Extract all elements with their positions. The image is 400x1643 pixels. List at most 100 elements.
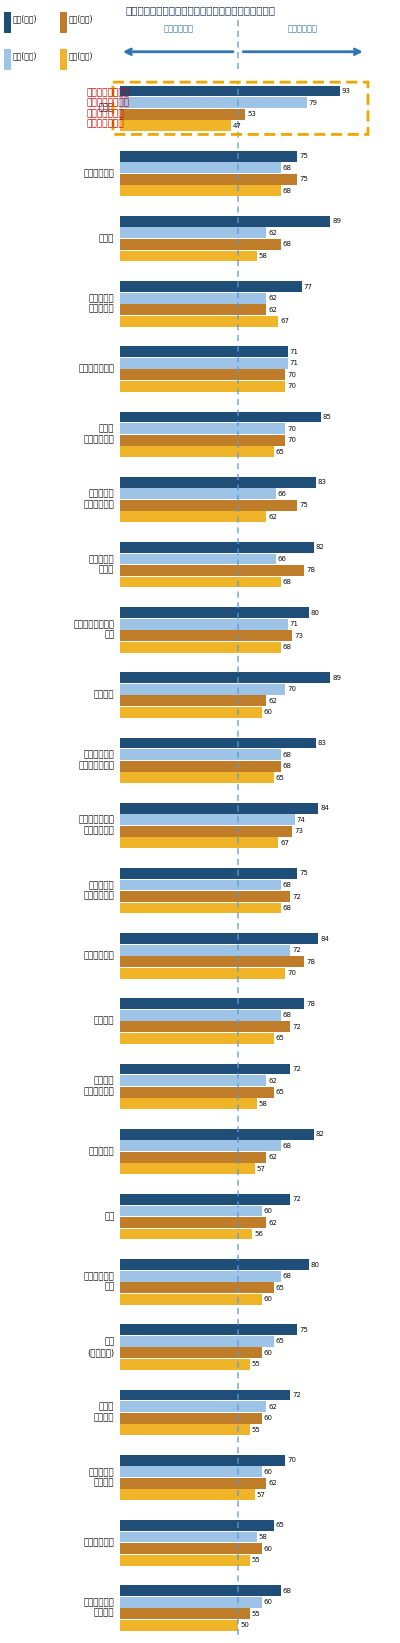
Bar (120, 1140, 281, 1152)
Text: 68: 68 (282, 1273, 292, 1280)
Bar (120, 476, 316, 488)
Text: 72: 72 (292, 1196, 301, 1203)
Bar (120, 1324, 297, 1336)
Bar (120, 772, 274, 784)
Text: 65: 65 (276, 1089, 284, 1096)
Bar (120, 956, 304, 968)
Text: 60: 60 (264, 1599, 273, 1605)
Text: 65: 65 (276, 449, 284, 455)
Bar (120, 1098, 257, 1109)
Bar (120, 347, 288, 357)
Bar (120, 1217, 266, 1227)
Bar (120, 1270, 281, 1282)
Text: 58: 58 (259, 253, 268, 260)
Text: 75: 75 (299, 503, 308, 508)
Bar (120, 358, 288, 368)
Text: 68: 68 (282, 578, 292, 585)
Text: 62: 62 (268, 1403, 277, 1410)
Text: 62: 62 (268, 514, 277, 519)
Bar (120, 1401, 266, 1411)
Text: 68: 68 (282, 1587, 292, 1594)
Text: 67: 67 (280, 319, 289, 324)
Text: 60: 60 (264, 1469, 273, 1475)
Bar (120, 1075, 266, 1086)
Text: 62: 62 (268, 1480, 277, 1487)
Text: 72: 72 (292, 1392, 301, 1398)
Bar (120, 838, 278, 848)
Text: 70: 70 (287, 371, 296, 378)
Text: 66: 66 (278, 555, 287, 562)
Text: 68: 68 (282, 1144, 292, 1148)
Bar (120, 672, 330, 683)
Bar (120, 1293, 262, 1305)
Text: 65: 65 (276, 1035, 284, 1042)
Bar (60, 49, 67, 71)
Text: 89: 89 (332, 219, 341, 225)
Bar (120, 577, 281, 588)
Bar (120, 1466, 262, 1477)
Bar (120, 120, 231, 131)
Text: 70: 70 (287, 687, 296, 692)
Bar (120, 227, 266, 238)
Bar (120, 292, 266, 304)
Text: 62: 62 (268, 230, 277, 237)
Bar (120, 315, 278, 327)
Bar (120, 738, 316, 749)
Text: 70: 70 (287, 1457, 296, 1464)
Text: 78: 78 (306, 1001, 315, 1007)
Text: 53: 53 (247, 112, 256, 117)
Text: 60: 60 (264, 1296, 273, 1303)
Bar (120, 435, 285, 445)
Text: 57: 57 (256, 1167, 265, 1171)
Text: 75: 75 (299, 871, 308, 876)
Text: 58: 58 (259, 1101, 268, 1107)
Bar (120, 1229, 252, 1239)
Text: 日米でともに「日
本のほうが品質が
高く、価格は安
い」との認識！: 日米でともに「日 本のほうが品質が 高く、価格は安 い」との認識！ (87, 89, 130, 128)
Text: 62: 62 (268, 1078, 277, 1084)
Bar (120, 706, 262, 718)
Text: 60: 60 (264, 1208, 273, 1214)
Bar (120, 1063, 290, 1075)
Text: 70: 70 (287, 426, 296, 432)
Bar (120, 1259, 309, 1270)
Bar (120, 1479, 266, 1489)
Text: 70: 70 (287, 383, 296, 389)
Bar (120, 826, 292, 836)
Bar (120, 945, 290, 956)
Bar (120, 1608, 250, 1618)
Text: 75: 75 (299, 176, 308, 182)
Text: 79: 79 (308, 100, 318, 105)
Text: 93: 93 (342, 89, 350, 94)
Text: 82: 82 (316, 1132, 324, 1137)
Text: 62: 62 (268, 296, 277, 301)
Text: 日本(価格): 日本(価格) (13, 51, 38, 61)
Bar (4, 49, 11, 71)
Bar (120, 85, 340, 97)
Bar (120, 1282, 274, 1293)
Bar (120, 554, 276, 565)
Bar (120, 999, 304, 1009)
Bar (60, 12, 67, 33)
Text: 66: 66 (278, 491, 287, 496)
Text: 72: 72 (292, 894, 301, 899)
Bar (120, 1454, 285, 1466)
Bar (120, 619, 288, 629)
Text: 73: 73 (294, 828, 303, 835)
Text: 56: 56 (254, 1231, 263, 1237)
Bar (120, 868, 297, 879)
Bar (120, 1359, 250, 1370)
Bar (120, 238, 281, 250)
Bar (120, 1129, 314, 1140)
Bar (120, 186, 281, 196)
Bar (120, 1413, 262, 1423)
Text: 75: 75 (299, 153, 308, 159)
Text: 68: 68 (282, 187, 292, 194)
Text: 78: 78 (306, 567, 315, 573)
Text: 60: 60 (264, 1415, 273, 1421)
Text: 62: 62 (268, 1219, 277, 1226)
Bar (120, 424, 285, 434)
Bar (120, 1390, 290, 1400)
Bar (120, 1520, 274, 1531)
Text: 89: 89 (332, 675, 341, 680)
Text: 62: 62 (268, 307, 277, 312)
